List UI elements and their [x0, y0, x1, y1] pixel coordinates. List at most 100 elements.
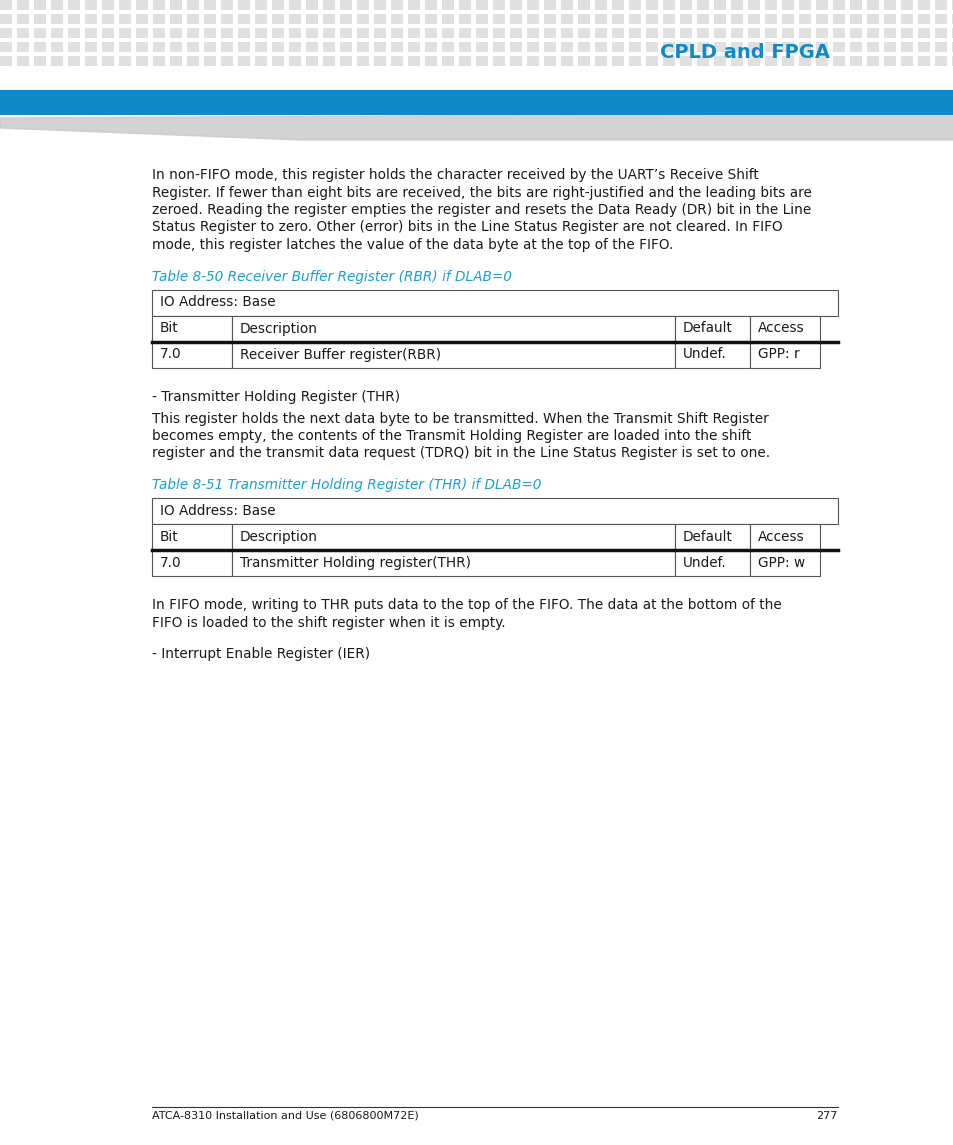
Bar [323, 14, 335, 24]
Bar [458, 0, 471, 10]
Bar [391, 0, 402, 10]
Bar [697, 0, 708, 10]
Bar [749, 316, 820, 341]
Text: zeroed. Reading the register empties the register and resets the Data Ready (DR): zeroed. Reading the register empties the… [152, 203, 810, 218]
Bar [374, 27, 386, 38]
Bar [254, 42, 267, 52]
Polygon shape [0, 113, 953, 140]
Bar [187, 27, 199, 38]
Bar [917, 56, 929, 66]
Polygon shape [0, 85, 953, 113]
Bar [85, 56, 97, 66]
Bar [951, 27, 953, 38]
Text: 7.0: 7.0 [160, 347, 181, 362]
Bar [764, 56, 776, 66]
Bar [221, 56, 233, 66]
Text: Bit: Bit [160, 322, 178, 335]
Bar [0, 27, 12, 38]
Bar [934, 42, 946, 52]
Bar [119, 0, 131, 10]
Bar [51, 27, 63, 38]
Text: mode, this register latches the value of the data byte at the top of the FIFO.: mode, this register latches the value of… [152, 238, 673, 252]
Bar [749, 524, 820, 550]
Bar [832, 0, 844, 10]
Bar [781, 42, 793, 52]
Bar [730, 42, 742, 52]
Bar [85, 42, 97, 52]
Bar [356, 27, 369, 38]
Bar [675, 316, 749, 341]
Text: IO Address: Base: IO Address: Base [160, 504, 275, 518]
Bar [374, 56, 386, 66]
Bar [136, 0, 148, 10]
Bar [493, 0, 504, 10]
Text: Undef.: Undef. [682, 556, 726, 570]
Bar [849, 27, 862, 38]
Bar [476, 27, 488, 38]
Bar [34, 14, 46, 24]
Bar [51, 14, 63, 24]
Bar [476, 56, 488, 66]
Bar [612, 0, 623, 10]
Bar [152, 42, 165, 52]
Bar [187, 14, 199, 24]
Bar [662, 42, 675, 52]
Text: FIFO is loaded to the shift register when it is empty.: FIFO is loaded to the shift register whe… [152, 616, 505, 630]
Bar [612, 14, 623, 24]
Text: This register holds the next data byte to be transmitted. When the Transmit Shif: This register holds the next data byte t… [152, 411, 768, 426]
Text: Access: Access [758, 322, 804, 335]
Bar [476, 0, 488, 10]
Bar [289, 27, 301, 38]
Bar [595, 27, 606, 38]
Bar [697, 42, 708, 52]
Text: Default: Default [682, 322, 732, 335]
Bar [849, 42, 862, 52]
Text: 7.0: 7.0 [160, 556, 181, 570]
Bar [119, 56, 131, 66]
Bar [476, 14, 488, 24]
Bar [204, 27, 215, 38]
Bar [374, 14, 386, 24]
Bar [612, 56, 623, 66]
Bar [578, 42, 589, 52]
Text: - Transmitter Holding Register (THR): - Transmitter Holding Register (THR) [152, 389, 399, 403]
Text: Table 8-51 Transmitter Holding Register (THR) if DLAB=0: Table 8-51 Transmitter Holding Register … [152, 477, 540, 492]
Bar [595, 14, 606, 24]
Bar [815, 27, 827, 38]
Bar [102, 14, 113, 24]
Bar [866, 0, 878, 10]
Bar [102, 42, 113, 52]
Bar [68, 27, 80, 38]
Bar [493, 56, 504, 66]
Bar [747, 42, 760, 52]
Text: Transmitter Holding register(THR): Transmitter Holding register(THR) [240, 556, 471, 570]
Bar [543, 14, 556, 24]
Bar [441, 42, 454, 52]
Bar [662, 56, 675, 66]
Text: In non-FIFO mode, this register holds the character received by the UART’s Recei: In non-FIFO mode, this register holds th… [152, 168, 758, 182]
Bar [747, 27, 760, 38]
Bar [849, 14, 862, 24]
Bar [560, 27, 573, 38]
Bar [883, 27, 895, 38]
Bar [595, 56, 606, 66]
Bar [152, 56, 165, 66]
Bar [51, 0, 63, 10]
Bar [458, 56, 471, 66]
Bar [424, 14, 436, 24]
Bar [0, 14, 12, 24]
Bar [645, 42, 658, 52]
Bar [815, 42, 827, 52]
Bar [204, 0, 215, 10]
Bar [883, 42, 895, 52]
Bar [441, 56, 454, 66]
Bar [204, 42, 215, 52]
Bar [675, 550, 749, 576]
Bar [578, 56, 589, 66]
Text: IO Address: Base: IO Address: Base [160, 295, 275, 309]
Bar [408, 27, 419, 38]
Bar [289, 14, 301, 24]
Bar [170, 0, 182, 10]
Bar [934, 56, 946, 66]
Bar [849, 0, 862, 10]
